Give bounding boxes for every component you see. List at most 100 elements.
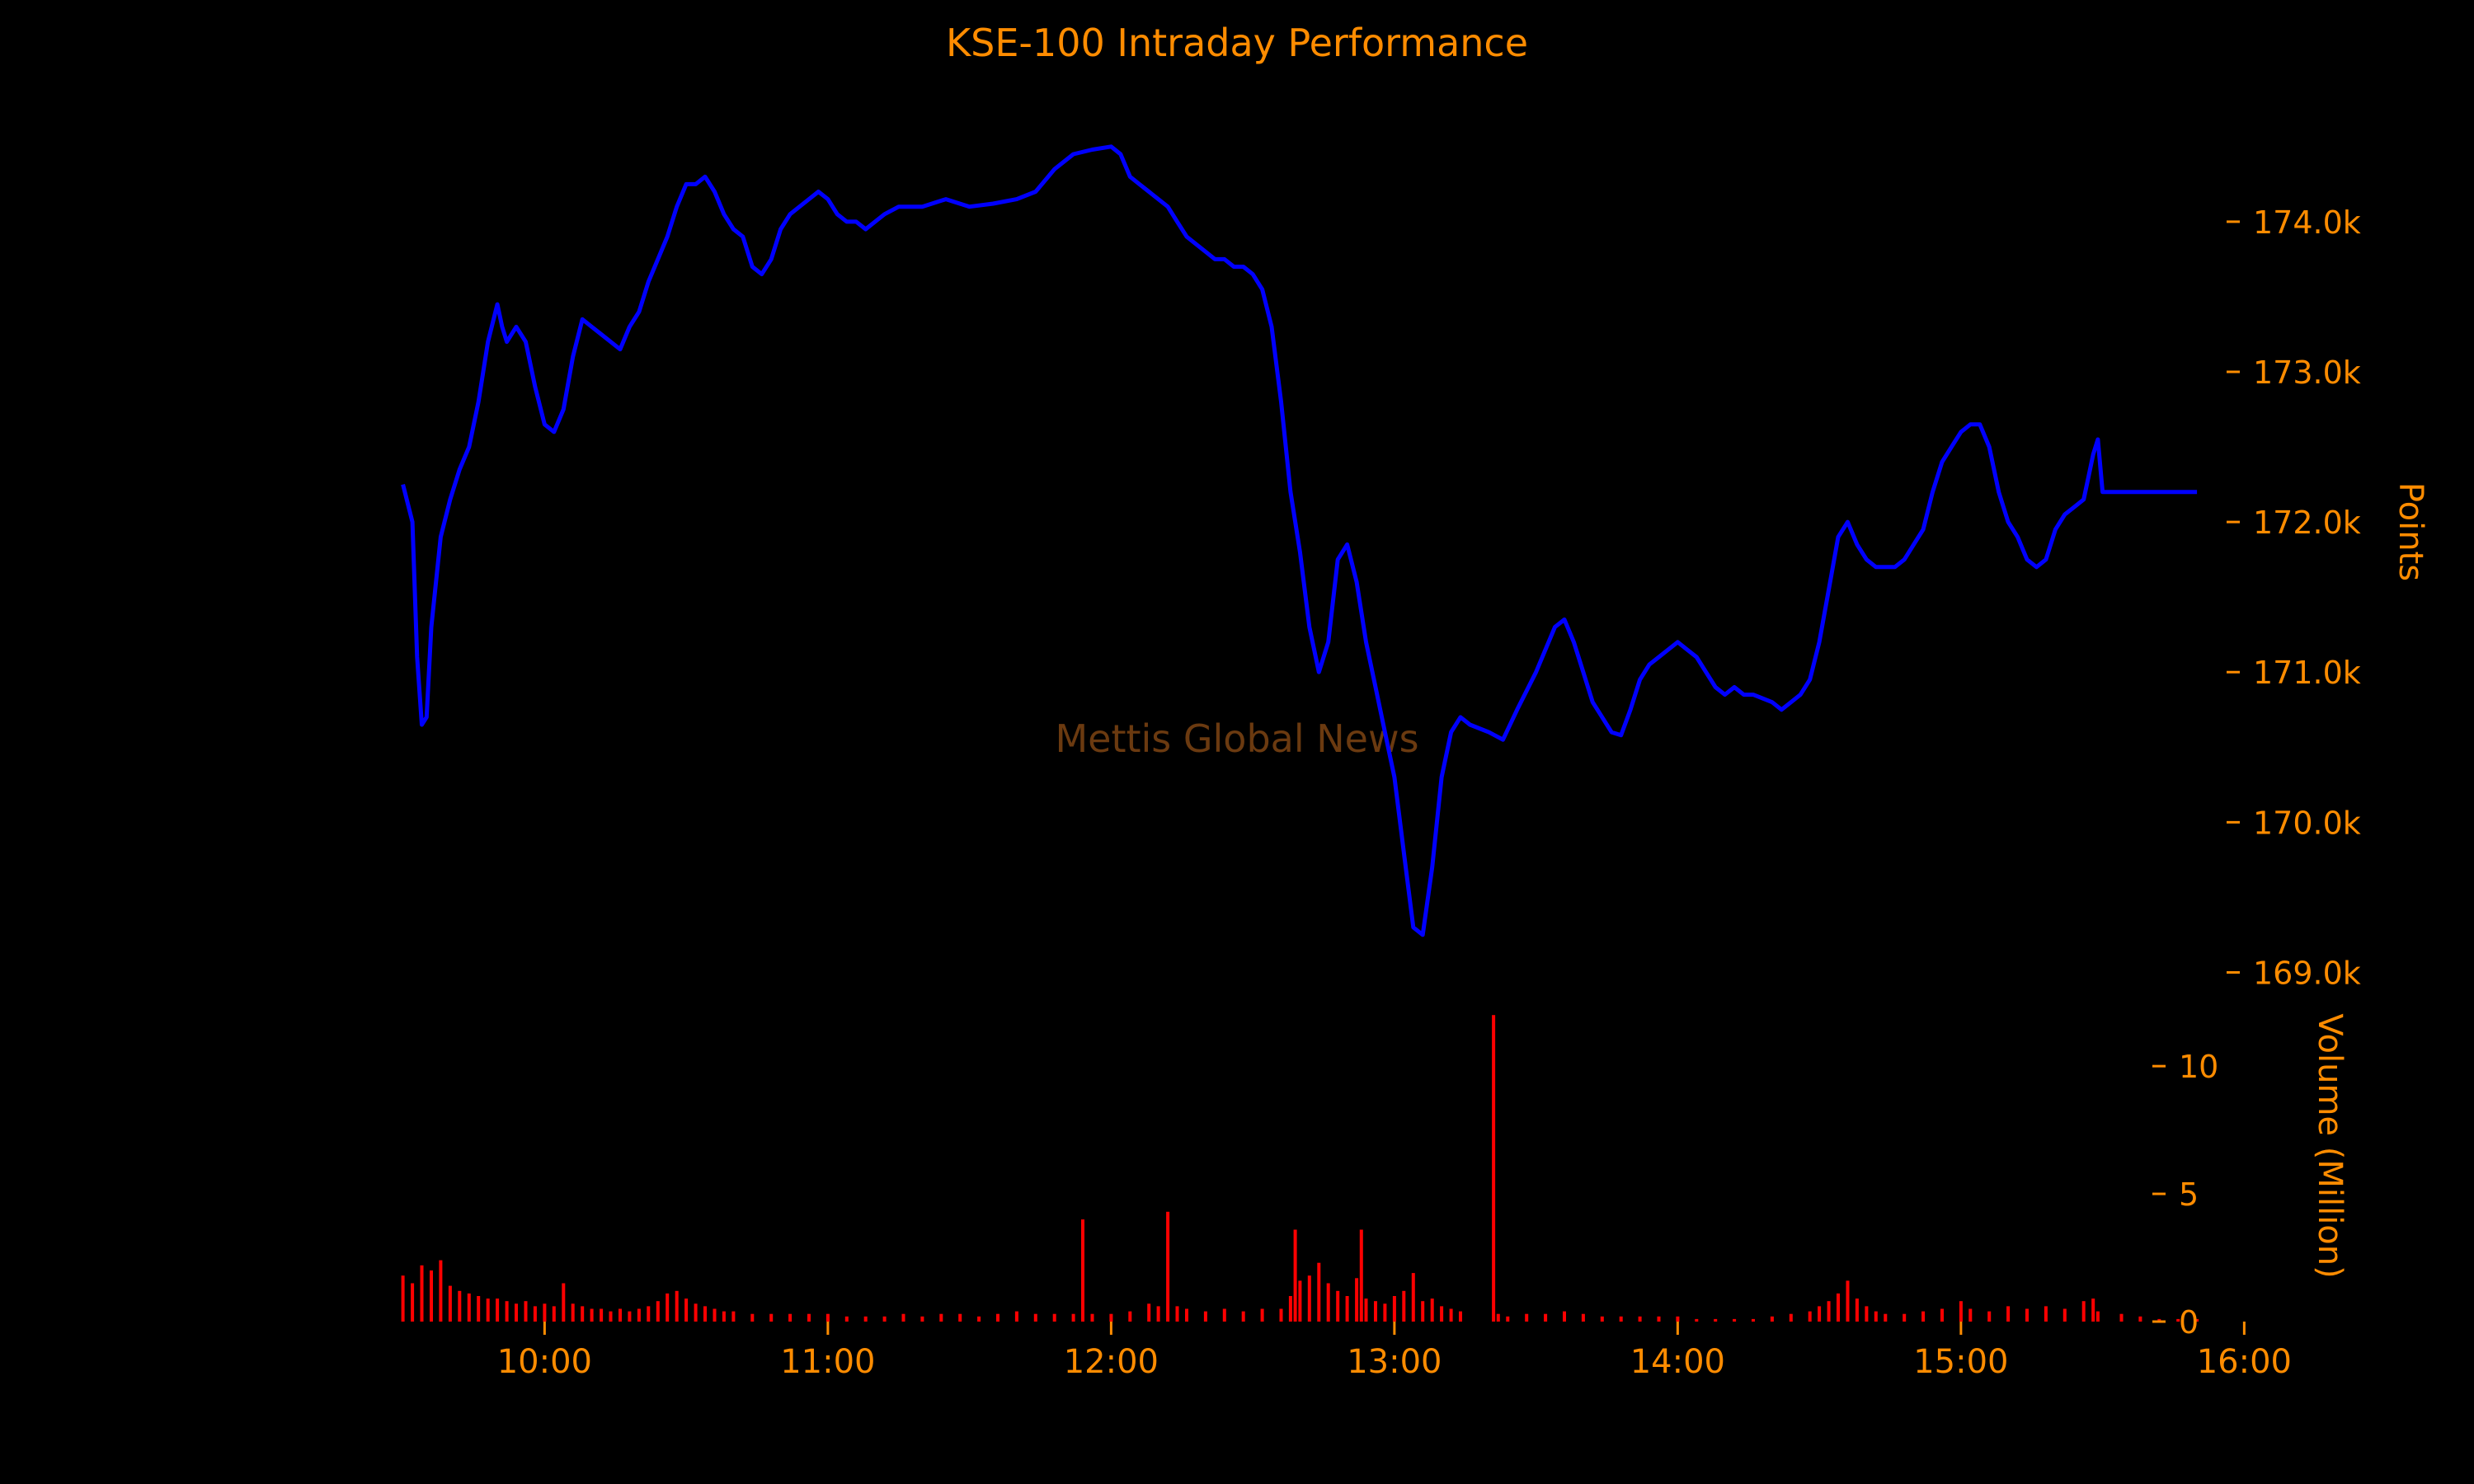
volume-bar — [411, 1283, 415, 1322]
volume-bar — [1421, 1301, 1425, 1322]
volume-bar — [1808, 1311, 1812, 1322]
volume-bar — [1581, 1313, 1585, 1322]
price-tick-label: 170.0k — [2253, 805, 2361, 841]
volume-bar — [825, 1313, 830, 1322]
volume-bar — [1147, 1303, 1151, 1322]
volume-bar — [1619, 1316, 1623, 1322]
price-tick-label: 171.0k — [2253, 655, 2361, 691]
time-tick-label: 10:00 — [497, 1343, 592, 1381]
volume-bar — [1921, 1311, 1926, 1322]
watermark-text: Mettis Global News — [1055, 716, 1418, 761]
volume-tick-label: 10 — [2179, 1049, 2218, 1085]
volume-bar — [1288, 1296, 1292, 1322]
volume-bar — [1695, 1318, 1699, 1322]
volume-bar — [2138, 1316, 2142, 1322]
volume-bar — [486, 1298, 490, 1322]
volume-bar — [2025, 1308, 2029, 1322]
time-axis: 10:00 11:00 12:00 13:00 14:00 15:00 16:00 — [497, 1322, 2292, 1381]
volume-bar — [1827, 1301, 1831, 1322]
volume-bar — [1081, 1219, 1084, 1322]
volume-bar — [1033, 1313, 1037, 1322]
volume-bar — [901, 1313, 905, 1322]
volume-bar — [1298, 1280, 1302, 1322]
volume-bar — [1260, 1308, 1264, 1322]
volume-bar — [637, 1308, 641, 1322]
volume-bar — [1345, 1296, 1349, 1322]
volume-bar — [1071, 1313, 1075, 1322]
volume-bar — [1355, 1278, 1359, 1322]
volume-bar — [2081, 1301, 2086, 1322]
volume-bar — [863, 1316, 868, 1322]
volume-bar — [882, 1316, 887, 1322]
volume-bar — [1364, 1298, 1368, 1322]
volume-bar — [1392, 1296, 1396, 1322]
volume-bar — [618, 1308, 622, 1322]
volume-bar — [1402, 1290, 1406, 1322]
volume-bar — [1326, 1283, 1330, 1322]
volume-bar — [2119, 1313, 2124, 1322]
volume-bar — [1128, 1311, 1132, 1322]
volume-bar — [1317, 1262, 1321, 1322]
price-line — [401, 144, 2198, 937]
volume-bar — [1241, 1311, 1245, 1322]
price-tick-label: 174.0k — [2253, 204, 2361, 241]
volume-bar — [2157, 1318, 2161, 1322]
volume-bar — [703, 1306, 707, 1322]
time-tick-label: 16:00 — [2197, 1343, 2292, 1381]
price-axis: 169.0k 170.0k 171.0k 172.0k 173.0k 174.0k — [2227, 204, 2361, 991]
volume-bar — [656, 1301, 660, 1322]
volume-bar — [1492, 1015, 1496, 1322]
volume-bar — [1855, 1298, 1859, 1322]
volume-bar — [2095, 1311, 2100, 1322]
volume-bar — [996, 1313, 999, 1322]
volume-bar — [1818, 1306, 1822, 1322]
volume-bar — [1440, 1306, 1444, 1322]
volume-bar — [1374, 1301, 1377, 1322]
volume-bar — [1185, 1308, 1188, 1322]
volume-bar — [1657, 1316, 1661, 1322]
volume-bar — [1752, 1318, 1755, 1322]
volume-bar — [2006, 1306, 2011, 1322]
volume-bar — [939, 1313, 943, 1322]
volume-bar — [1014, 1311, 1018, 1322]
volume-bar — [467, 1293, 471, 1322]
volume-bar — [807, 1313, 811, 1322]
volume-bar — [1175, 1306, 1179, 1322]
volume-bar — [1638, 1316, 1642, 1322]
volume-bar — [505, 1301, 509, 1322]
volume-bar — [1156, 1306, 1160, 1322]
volume-bar — [750, 1313, 755, 1322]
price-tick-label: 172.0k — [2253, 505, 2361, 541]
volume-bar — [769, 1313, 774, 1322]
volume-bar — [600, 1308, 604, 1322]
volume-bar — [788, 1313, 793, 1322]
volume-bar — [609, 1311, 613, 1322]
volume-bar — [1525, 1313, 1529, 1322]
volume-bar — [543, 1303, 547, 1322]
volume-bar — [694, 1303, 698, 1322]
volume-bar — [1430, 1298, 1434, 1322]
volume-bar — [977, 1316, 981, 1322]
volume-bar — [458, 1290, 462, 1322]
volume-bar — [477, 1296, 481, 1322]
volume-bar — [1874, 1311, 1878, 1322]
volume-bar — [1359, 1229, 1363, 1322]
volume-bar — [1166, 1211, 1170, 1322]
volume-bar — [628, 1311, 632, 1322]
volume-bar — [731, 1311, 736, 1322]
volume-axis: 0 5 10 — [2152, 1049, 2218, 1341]
volume-bar — [1676, 1316, 1680, 1322]
volume-bars — [401, 1015, 2199, 1322]
volume-bar — [684, 1298, 689, 1322]
volume-bar — [420, 1265, 424, 1322]
volume-bar — [1563, 1311, 1566, 1322]
volume-bar — [1279, 1308, 1283, 1322]
time-tick-label: 11:00 — [780, 1343, 875, 1381]
volume-bar — [1383, 1303, 1387, 1322]
time-tick-label: 13:00 — [1347, 1343, 1442, 1381]
volume-bar — [2044, 1306, 2048, 1322]
volume-bar — [430, 1270, 433, 1322]
volume-bar — [1968, 1308, 1973, 1322]
